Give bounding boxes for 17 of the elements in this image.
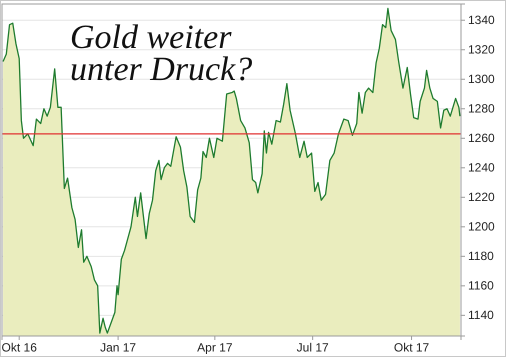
y-tick-label: 1300 <box>468 72 496 86</box>
x-tick-label: Okt 16 <box>2 340 38 355</box>
y-tick-label: 1180 <box>468 249 494 264</box>
y-tick-label: 1160 <box>468 278 494 293</box>
y-tick-label: 1200 <box>468 220 496 234</box>
x-tick-label: Okt 17 <box>394 340 430 355</box>
x-tick-label: Jul 17 <box>296 340 329 355</box>
x-tick-label: Jan 17 <box>100 340 136 355</box>
y-tick-label: 1220 <box>468 190 496 204</box>
y-tick-label: 1280 <box>468 102 496 116</box>
y-tick-label: 1340 <box>468 13 496 28</box>
y-tick-label: 1260 <box>468 131 496 146</box>
y-tick-label: 1140 <box>468 308 494 322</box>
y-tick-label: 1320 <box>468 42 496 57</box>
text: Gold weiter unter Druck? <box>70 19 252 88</box>
y-tick-label: 1240 <box>468 160 496 175</box>
x-tick-label: Apr 17 <box>197 340 233 355</box>
